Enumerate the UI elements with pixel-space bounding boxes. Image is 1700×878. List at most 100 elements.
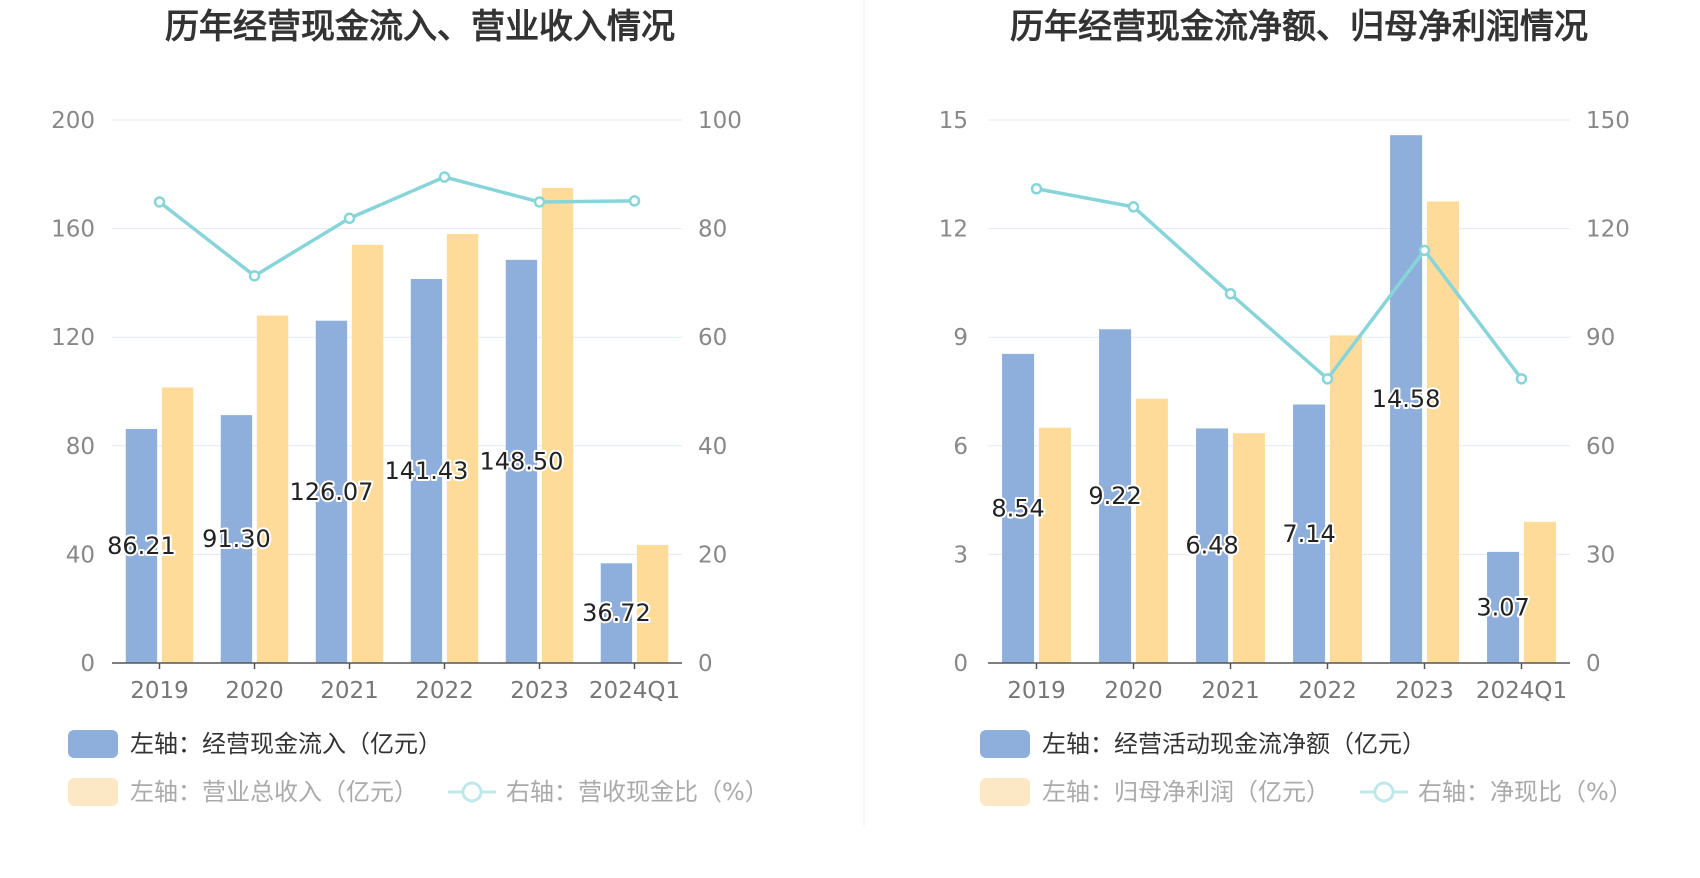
x-axis-tick-label: 2021 <box>1201 678 1260 704</box>
left-axis-tick: 80 <box>66 434 95 460</box>
x-axis-tick-label: 2020 <box>225 678 284 704</box>
line-point <box>533 196 546 208</box>
bar-series-2 <box>636 544 669 663</box>
right-axis-tick: 60 <box>698 325 727 351</box>
right-axis-tick: 40 <box>698 434 727 460</box>
right-axis-tick: 0 <box>698 651 713 677</box>
x-axis-tick-label: 2021 <box>320 678 379 704</box>
bar-series-2 <box>351 244 384 663</box>
right-axis-tick: 20 <box>698 542 727 568</box>
line-point <box>1515 373 1528 385</box>
legend-label-series-2: 左轴：营业总收入（亿元） <box>130 778 418 806</box>
left-axis-tick: 6 <box>953 434 968 460</box>
bar-data-label: 6.48 <box>1185 532 1238 560</box>
bar-series-1 <box>315 320 348 663</box>
bar-series-1 <box>505 259 538 663</box>
legend-swatch-bar-1 <box>68 730 118 758</box>
bar-series-1 <box>1487 551 1520 663</box>
bar-series-2 <box>1038 427 1071 663</box>
right-axis-tick: 100 <box>698 108 742 134</box>
line-point <box>1127 201 1140 213</box>
bar-series-2 <box>1135 398 1168 663</box>
legend-label-series-3: 右轴：营收现金比（%） <box>506 778 769 806</box>
chart-title: 历年经营现金流净额、归母净利润情况 <box>1010 7 1588 47</box>
left-axis-tick: 0 <box>953 651 968 677</box>
bar-series-2 <box>256 315 289 663</box>
x-axis-tick-label: 2019 <box>130 678 189 704</box>
bar-series-1 <box>600 563 633 663</box>
left-axis-tick: 12 <box>939 217 968 243</box>
bar-data-label: 141.43 <box>384 457 468 485</box>
line-point <box>1418 244 1431 257</box>
bar-series-2 <box>541 187 574 663</box>
left-axis-tick: 40 <box>66 542 95 568</box>
bar-series-1 <box>1390 135 1423 664</box>
legend-swatch-line-marker <box>461 781 483 803</box>
bar-series-2 <box>1426 201 1459 663</box>
bar-series-1 <box>125 428 158 663</box>
legend-label-series-1: 左轴：经营现金流入（亿元） <box>130 730 442 758</box>
bar-data-label: 3.07 <box>1476 593 1529 621</box>
bar-series-2 <box>161 387 194 663</box>
line-point <box>248 270 261 282</box>
bar-data-label: 9.22 <box>1088 482 1141 510</box>
right-axis-tick: 120 <box>1586 217 1630 243</box>
x-axis-tick-label: 2023 <box>1395 678 1454 704</box>
line-point <box>438 171 451 183</box>
line-point <box>153 196 166 208</box>
x-axis-tick-label: 2022 <box>415 678 474 704</box>
x-axis-tick-label: 2023 <box>510 678 569 704</box>
left-axis-tick: 160 <box>51 217 95 243</box>
bar-series-2 <box>1232 433 1265 663</box>
x-axis-tick-label: 2022 <box>1298 678 1357 704</box>
line-point <box>1321 373 1334 385</box>
legend-swatch-bar-1 <box>980 730 1030 758</box>
bar-data-label: 126.07 <box>289 478 373 506</box>
bar-series-1 <box>1002 353 1035 663</box>
bar-series-2 <box>1523 521 1556 663</box>
right-axis-tick: 90 <box>1586 325 1615 351</box>
line-point <box>343 212 356 225</box>
x-axis-tick-label: 2024Q1 <box>1476 678 1567 704</box>
bar-data-label: 8.54 <box>991 494 1044 522</box>
right-axis-tick: 150 <box>1586 108 1630 134</box>
bar-series-1 <box>1196 428 1229 663</box>
bar-series-1 <box>410 279 443 663</box>
bar-series-1 <box>1099 329 1132 663</box>
bar-series-1 <box>1293 404 1326 663</box>
bar-series-2 <box>446 234 479 663</box>
left-axis-tick: 200 <box>51 108 95 134</box>
legend-swatch-bar-2 <box>68 778 118 806</box>
legend-label-series-1: 左轴：经营活动现金流净额（亿元） <box>1042 730 1426 758</box>
right-axis-tick: 80 <box>698 217 727 243</box>
bar-data-label: 148.50 <box>479 447 563 475</box>
x-axis-tick-label: 2019 <box>1007 678 1066 704</box>
right-axis-tick: 60 <box>1586 434 1615 460</box>
bar-data-label: 7.14 <box>1282 520 1335 548</box>
legend-label-series-2: 左轴：归母净利润（亿元） <box>1042 778 1330 806</box>
left-axis-tick: 120 <box>51 325 95 351</box>
bar-data-label: 86.21 <box>107 532 176 560</box>
line-series <box>158 175 635 278</box>
x-axis-tick-label: 2024Q1 <box>589 678 680 704</box>
left-axis-tick: 9 <box>953 325 968 351</box>
bar-data-label: 91.30 <box>202 525 271 553</box>
legend-swatch-bar-2 <box>980 778 1030 806</box>
bar-data-label: 14.58 <box>1372 385 1441 413</box>
line-point <box>1030 183 1043 195</box>
line-series <box>1036 187 1523 381</box>
legend-label-series-3: 右轴：净现比（%） <box>1418 778 1633 806</box>
line-point <box>628 195 641 207</box>
bar-series-1 <box>220 415 253 663</box>
left-axis-tick: 15 <box>939 108 968 134</box>
bar-series-2 <box>1329 335 1362 663</box>
bar-data-label: 36.72 <box>582 599 651 627</box>
chart-title: 历年经营现金流入、营业收入情况 <box>165 7 675 47</box>
right-axis-tick: 30 <box>1586 542 1615 568</box>
right-axis-tick: 0 <box>1586 651 1601 677</box>
left-axis-tick: 3 <box>953 542 968 568</box>
legend-swatch-line-marker <box>1373 781 1395 803</box>
line-point <box>1224 288 1237 300</box>
